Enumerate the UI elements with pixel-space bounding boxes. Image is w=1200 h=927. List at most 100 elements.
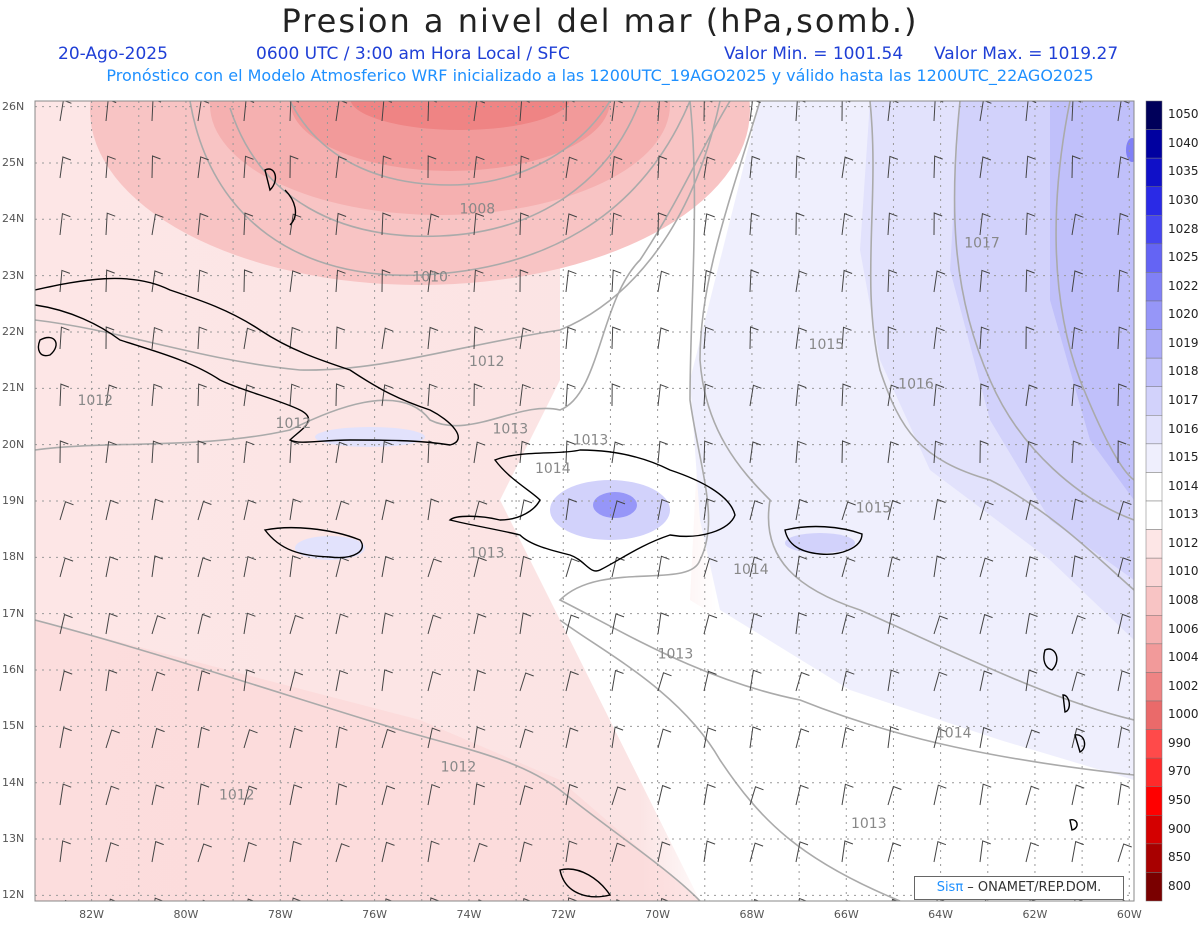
wind-barb [841,557,856,578]
wind-barb [289,326,301,350]
colorbar-label: 1050 [1168,107,1199,122]
wind-barb [105,101,117,122]
colorbar-swatch [1145,500,1163,530]
wind-barb [1025,556,1039,578]
wind-barb [795,728,810,749]
wind-barb [1025,269,1035,293]
wind-barb [749,726,762,749]
wind-barb [703,213,715,236]
wind-barb [151,840,164,863]
colorbar-swatch [1145,243,1163,273]
wind-barb [1025,785,1040,806]
wind-barb [109,898,117,901]
wind-barb [519,269,529,293]
contour-1013 [35,101,731,451]
wind-barb [887,669,900,692]
colorbar-label: 1012 [1168,535,1199,550]
ne-corner-blue [1126,138,1134,162]
wind-barb [64,899,69,901]
contour-1012a [35,101,721,371]
colorbar-swatch [1145,843,1163,873]
colorbar-swatch [1145,643,1163,673]
longitude-label: 74W [456,908,482,921]
wind-barb [473,101,486,122]
wind-barb [59,726,72,749]
value-max: Valor Max. = 1019.27 [934,44,1119,64]
wind-barb [887,785,902,806]
zone-1012-south [35,620,700,901]
wind-barb [473,212,485,236]
colorbar-label: 1000 [1168,707,1199,722]
colorbar-label: 1022 [1168,278,1199,293]
wind-barb [841,727,855,749]
wind-barb [59,156,72,179]
wind-barb [1025,326,1035,350]
wind-barb [703,840,716,863]
colorbar-swatch [1145,729,1163,759]
latitude-label: 17N [2,606,25,620]
wind-barb [197,440,207,464]
wind-barb [243,785,258,806]
wind-barb [105,212,116,236]
grenada-coast [1069,819,1078,831]
wind-barb [887,101,899,122]
wind-barb [703,783,716,806]
wind-barb [703,156,716,179]
wind-barb [611,155,623,179]
cuba-blue [315,427,425,447]
wind-barb [611,383,621,407]
wind-barb [933,555,946,578]
wind-barb [427,326,439,350]
longitude-label: 78W [267,908,293,921]
wind-barb [749,842,764,863]
wind-barb [657,440,669,464]
colorbar-swatch [1145,300,1163,330]
wind-barb [703,383,714,407]
wind-barb [154,897,164,901]
wind-barb [473,556,487,578]
wind-barb [59,783,72,806]
colorbar-label: 1030 [1168,193,1199,207]
wind-barb [979,440,989,464]
contour-label: 1014 [936,726,972,742]
wind-barb [611,269,622,293]
wind-barb [1025,729,1040,749]
colorbar-label: 1016 [1168,421,1199,436]
wind-barb [243,499,257,521]
colorbar [1145,100,1163,902]
wind-barb [933,784,947,806]
contour-label: 1013 [573,433,609,449]
contour-label: 1013 [493,421,529,437]
wind-barb [657,327,670,350]
colorbar-label: 1013 [1168,507,1199,522]
wind-barb [749,212,760,236]
longitude-label: 66W [833,908,859,921]
wind-barb [611,786,626,806]
latitude-label: 14N [2,775,25,789]
wind-barb [1122,899,1127,901]
wind-barb [151,327,163,350]
colorbar-label: 990 [1168,735,1191,750]
wind-barb [381,728,396,749]
wind-barb [197,383,207,407]
longitude-label: 62W [1022,908,1048,921]
wind-barb [381,785,396,806]
wind-barb [611,500,626,521]
wind-barb [887,842,902,863]
wind-barb [473,441,486,464]
wind-barb [335,726,348,749]
wind-barb [151,498,164,521]
colorbar-swatch [1145,586,1163,616]
wind-barb [1071,784,1085,806]
wind-barb [611,212,622,236]
longitude-label: 82W [79,908,105,921]
wind-barb [1025,212,1036,236]
map-field: 1008101010121012101210131014101310131014… [35,101,1134,901]
wind-barb [703,670,717,692]
cuba-coast [35,277,459,446]
latitude-label: 26N [2,99,25,113]
colorbar-label: 1017 [1168,393,1199,407]
contour-label: 1014 [535,461,571,477]
wind-barb [105,155,116,179]
